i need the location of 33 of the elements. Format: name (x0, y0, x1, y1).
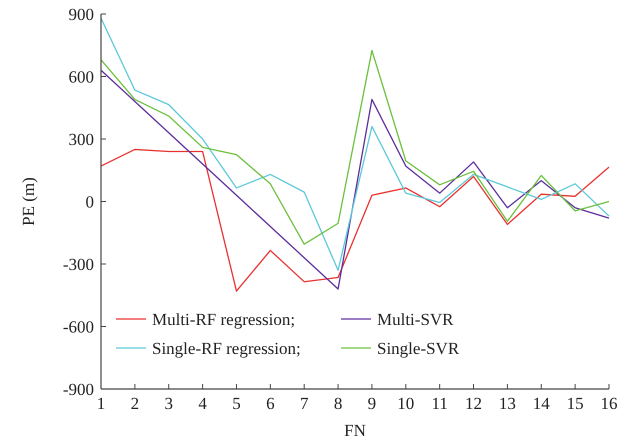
x-tick-label: 5 (232, 394, 241, 413)
y-tick-label: 600 (68, 67, 94, 86)
legend-label: Multi-RF regression; (152, 310, 296, 329)
y-tick-label: 300 (68, 130, 94, 149)
legend-label: Single-RF regression; (152, 338, 301, 358)
line-series (100, 148, 610, 292)
line-series (100, 50, 610, 245)
x-tick-label: 6 (266, 394, 275, 413)
y-tick-label: -300 (62, 254, 94, 274)
legend-label: Multi-SVR (377, 310, 454, 329)
x-tick-label: 13 (498, 394, 516, 413)
x-tick-label: 7 (300, 394, 309, 413)
line-series (100, 70, 610, 290)
line-series (100, 18, 610, 271)
x-tick-label: 8 (334, 394, 342, 413)
x-tick-label: 1 (96, 394, 106, 413)
x-tick-label: 10 (397, 394, 414, 413)
x-tick-label: 16 (600, 394, 618, 413)
y-axis-title: PE (m) (19, 177, 38, 226)
y-tick-label: 900 (68, 4, 94, 24)
x-axis-title: FN (344, 421, 366, 440)
x-tick-label: 3 (164, 394, 173, 413)
x-tick-label: 9 (368, 394, 376, 413)
x-tick-label: 14 (532, 394, 550, 413)
y-tick-label: -600 (62, 317, 94, 336)
x-tick-label: 15 (566, 394, 584, 413)
x-tick-label: 4 (198, 394, 208, 413)
x-tick-label: 12 (465, 394, 482, 413)
x-tick-label: 2 (130, 394, 140, 413)
y-tick-label: 0 (86, 192, 94, 212)
legend-label: Single-SVR (377, 338, 460, 358)
y-tick-label: -900 (62, 380, 94, 399)
x-tick-label: 11 (431, 394, 448, 413)
